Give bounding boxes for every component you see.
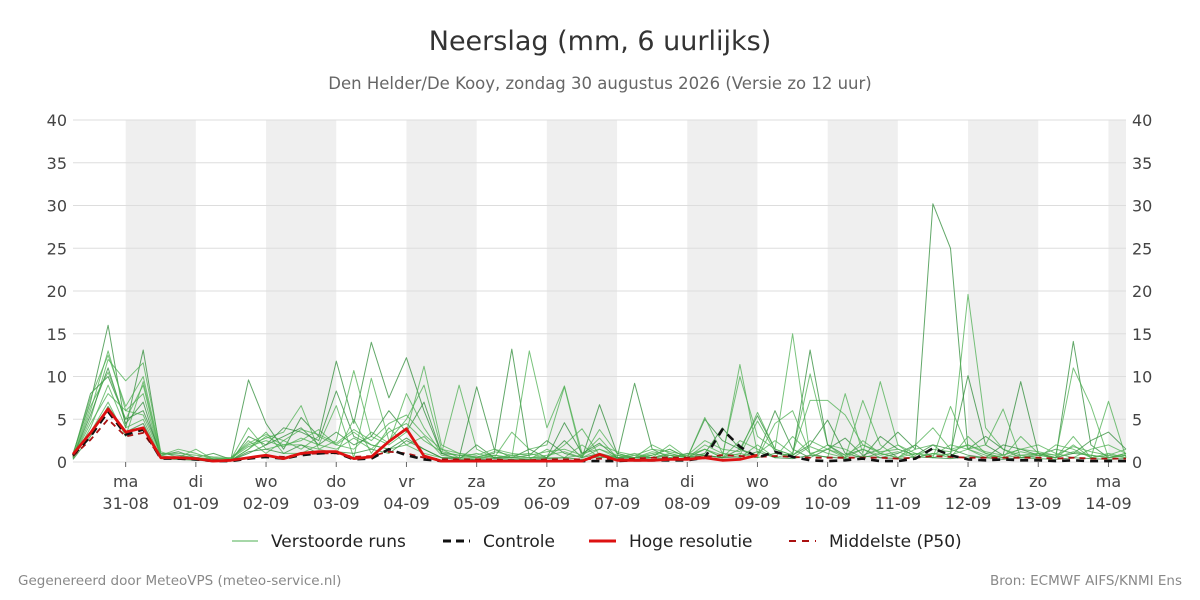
x-tick-date: 06-09: [524, 494, 571, 513]
x-tick-weekday: do: [818, 472, 838, 491]
x-tick-date: 10-09: [804, 494, 851, 513]
x-tick-date: 08-09: [664, 494, 711, 513]
x-tick-date: 13-09: [1015, 494, 1062, 513]
series-layer: [71, 203, 1127, 463]
y-tick-label-right: 0: [1132, 453, 1142, 472]
x-tick-date: 07-09: [594, 494, 641, 513]
footer-generated-by: Gegenereerd door MeteoVPS (meteo-service…: [18, 573, 341, 589]
series-ensemble-run: [72, 203, 1127, 460]
y-axis-right: 0 5 10 15 20 25 30 35 40: [1132, 111, 1152, 472]
y-tick-label-left: 5: [57, 410, 67, 429]
legend-item-median: Middelste (P50): [789, 532, 962, 552]
legend-label-hires: Hoge resolutie: [629, 532, 753, 552]
y-tick-label-right: 35: [1132, 154, 1152, 173]
y-tick-label-right: 40: [1132, 111, 1152, 130]
y-tick-label-left: 10: [47, 368, 67, 387]
y-tick-label-left: 40: [47, 111, 67, 130]
x-tick-weekday: ma: [113, 472, 138, 491]
footer-source: Bron: ECMWF AIFS/KNMI Ens: [990, 573, 1182, 589]
y-tick-label-left: 25: [47, 239, 67, 258]
x-tick-weekday: ma: [1096, 472, 1121, 491]
legend-item-hires: Hoge resolutie: [589, 532, 753, 552]
y-tick-label-left: 35: [47, 154, 67, 173]
x-tick-weekday: wo: [255, 472, 278, 491]
x-tick-date: 03-09: [313, 494, 360, 513]
x-tick-weekday: zo: [1029, 472, 1047, 491]
x-tick-date: 01-09: [173, 494, 220, 513]
y-tick-label-left: 20: [47, 282, 67, 301]
x-tick-weekday: ma: [604, 472, 629, 491]
series-ensemble-run: [72, 371, 1127, 460]
legend-label-control: Controle: [483, 532, 555, 552]
series-hires: [71, 407, 758, 463]
legend: Verstoorde runs Controle Hoge resolutie …: [232, 532, 962, 552]
x-tick-date: 11-09: [875, 494, 922, 513]
y-tick-label-left: 30: [47, 197, 67, 216]
x-tick-date: 02-09: [243, 494, 290, 513]
x-tick-date: 05-09: [453, 494, 500, 513]
x-tick-date: 12-09: [945, 494, 992, 513]
x-tick-weekday: wo: [746, 472, 769, 491]
x-tick-weekday: vr: [398, 472, 414, 491]
x-tick-weekday: di: [680, 472, 695, 491]
x-tick-date: 09-09: [734, 494, 781, 513]
x-tick-weekday: di: [189, 472, 204, 491]
y-tick-label-right: 30: [1132, 197, 1152, 216]
y-tick-label-right: 5: [1132, 410, 1142, 429]
x-tick-weekday: vr: [890, 472, 906, 491]
series-ensemble-run: [72, 367, 1127, 462]
y-tick-label-right: 10: [1132, 368, 1152, 387]
legend-item-ensemble: Verstoorde runs: [232, 532, 406, 552]
x-tick-date: 31-08: [102, 494, 149, 513]
y-tick-label-right: 20: [1132, 282, 1152, 301]
x-tick-weekday: za: [959, 472, 977, 491]
y-axis-left: 0 5 10 15 20 25 30 35 40: [47, 111, 67, 472]
y-tick-label-right: 15: [1132, 325, 1152, 344]
x-tick-weekday: zo: [538, 472, 556, 491]
x-tick-weekday: do: [326, 472, 346, 491]
x-tick-weekday: za: [468, 472, 486, 491]
series-ensemble-run: [72, 377, 1127, 461]
legend-label-ensemble: Verstoorde runs: [271, 532, 406, 552]
series-ensemble-run: [72, 405, 1127, 462]
x-tick-date: 04-09: [383, 494, 430, 513]
y-tick-label-left: 15: [47, 325, 67, 344]
legend-item-control: Controle: [443, 532, 555, 552]
x-axis: ma 31-08 di 01-09 wo 02-09 do 03-09 vr 04-09 za 05-…: [102, 462, 1132, 513]
y-tick-label-left: 0: [57, 453, 67, 472]
legend-label-median: Middelste (P50): [829, 532, 962, 552]
chart-subtitle: Den Helder/De Kooy, zondag 30 augustus 2…: [328, 74, 871, 93]
grid-lines: [73, 119, 1126, 463]
series-ensemble-run: [72, 354, 1127, 459]
x-tick-date: 14-09: [1085, 494, 1132, 513]
y-tick-label-right: 25: [1132, 239, 1152, 258]
chart-title: Neerslag (mm, 6 uurlijks): [429, 26, 771, 57]
